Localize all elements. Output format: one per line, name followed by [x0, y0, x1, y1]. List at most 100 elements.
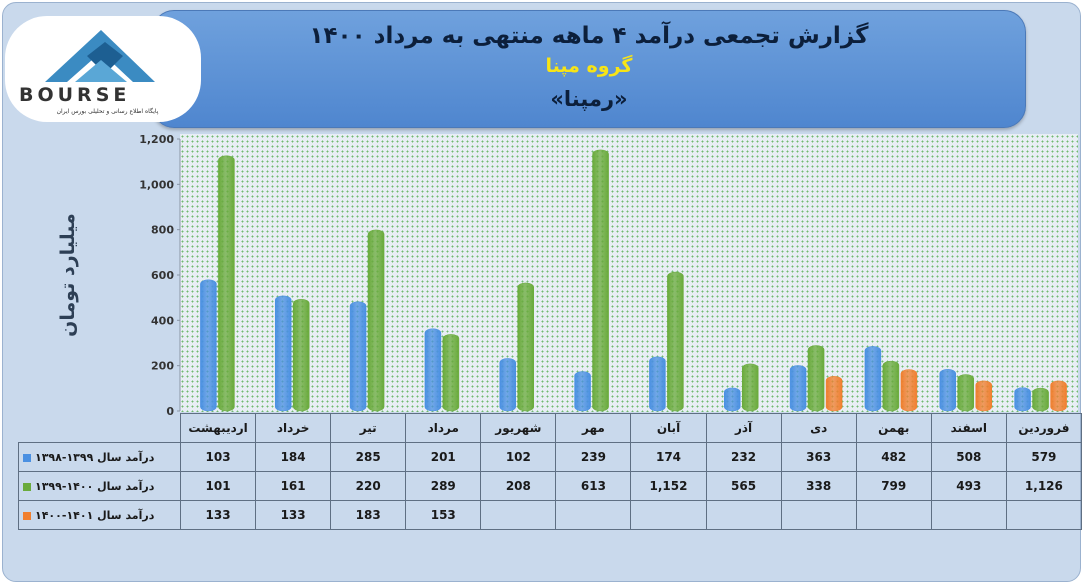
logo-caption: پایگاه اطلاع رسانی و تحلیلی بورس ایران	[56, 108, 159, 115]
data-label: 1,126	[1005, 471, 1082, 501]
bar-series-2-2	[367, 229, 385, 412]
category-label: بهمن	[855, 413, 932, 443]
data-label	[930, 500, 1007, 530]
y-tick-label: 800	[151, 224, 174, 237]
category-label: خرداد	[255, 413, 332, 443]
data-label: 579	[1005, 442, 1082, 472]
bar-series-2-11	[1032, 387, 1049, 412]
data-label: 363	[780, 442, 857, 472]
bar-series-1-4	[499, 358, 516, 412]
data-label: 101	[179, 471, 257, 501]
logo-brand: BOURSE	[19, 84, 131, 106]
ticker-symbol: «رمپنا»	[550, 87, 628, 111]
bar-series-3-8	[825, 376, 843, 412]
data-label	[705, 500, 782, 530]
data-label: 201	[405, 442, 482, 472]
data-label: 482	[855, 442, 932, 472]
category-label: تیر	[330, 413, 407, 443]
bar-series-1-9	[864, 346, 882, 412]
series-name: درآمد سال ۱۳۹۹-۱۳۹۸	[35, 450, 155, 464]
y-tick-label: 1,000	[139, 178, 174, 191]
table-row: درآمد سال ۱۴۰۱-۱۴۰۰ 133 133 183 153	[18, 500, 1082, 530]
bar-series-2-7	[742, 363, 759, 412]
data-label	[555, 500, 632, 530]
category-label: مهر	[555, 413, 632, 443]
bar-series-2-6	[667, 271, 684, 412]
data-table: اردیبهشت خرداد تیر مرداد شهریور مهر آبان آذر دی ب…	[18, 413, 1082, 530]
data-label: 161	[255, 471, 332, 501]
data-label: 183	[330, 500, 407, 530]
data-label: 103	[179, 442, 257, 472]
category-label: مرداد	[405, 413, 482, 443]
data-label: 338	[780, 471, 857, 501]
data-label	[480, 500, 557, 530]
bar-series-2-9	[882, 360, 900, 412]
bar-series-3-9	[900, 369, 918, 412]
bar-series-1-6	[649, 356, 666, 412]
bar-series-1-7	[724, 387, 741, 412]
bar-series-2-0	[218, 155, 235, 412]
series-legend: درآمد سال ۱۴۰۱-۱۴۰۰	[18, 500, 181, 530]
bar-series-3-10	[975, 380, 992, 412]
legend-swatch	[23, 482, 31, 491]
bar-series-3-11	[1050, 380, 1067, 412]
table-header-row: اردیبهشت خرداد تیر مرداد شهریور مهر آبان آذر دی ب…	[18, 413, 1082, 443]
bar-series-1-8	[789, 365, 807, 412]
data-label: 239	[555, 442, 632, 472]
y-tick-label: 0	[166, 405, 174, 418]
category-label: آبان	[630, 413, 707, 443]
bar-series-1-1	[275, 295, 292, 412]
data-label: 184	[255, 442, 332, 472]
bar-series-1-5	[574, 371, 591, 412]
bar-series-1-0	[200, 279, 217, 412]
bar-series-2-8	[807, 345, 825, 412]
data-label: 1,152	[630, 471, 707, 501]
bar-series-2-1	[293, 299, 310, 412]
data-label: 285	[330, 442, 407, 472]
data-label: 508	[930, 442, 1007, 472]
data-label	[630, 500, 707, 530]
series-legend: درآمد سال ۱۴۰۰-۱۳۹۹	[18, 471, 181, 501]
bar-series-2-5	[592, 149, 609, 412]
category-label: اردیبهشت	[179, 413, 257, 443]
data-label: 174	[630, 442, 707, 472]
title-banner: گزارش تجمعی درآمد ۴ ماهه منتهی به مرداد …	[152, 10, 1026, 128]
series-name: درآمد سال ۱۴۰۰-۱۳۹۹	[35, 479, 155, 493]
category-label: آذر	[705, 413, 782, 443]
bar-series-1-11	[1014, 387, 1031, 412]
bourse-logo: BOURSE پایگاه اطلاع رسانی و تحلیلی بورس …	[5, 16, 201, 122]
series-name: درآمد سال ۱۴۰۱-۱۴۰۰	[35, 508, 155, 522]
data-label: 493	[930, 471, 1007, 501]
data-label	[855, 500, 932, 530]
y-tick-label: 400	[151, 314, 174, 327]
bar-series-1-2	[349, 301, 367, 412]
data-label: 133	[255, 500, 332, 530]
bar-series-2-10	[957, 374, 974, 412]
category-label: فروردین	[1005, 413, 1082, 443]
data-label	[1005, 500, 1082, 530]
data-label: 232	[705, 442, 782, 472]
category-label: اسفند	[930, 413, 1007, 443]
data-label: 153	[405, 500, 482, 530]
table-row: درآمد سال ۱۳۹۹-۱۳۹۸ 103 184 285 201 102 239 174…	[18, 442, 1082, 472]
chart-title: گزارش تجمعی درآمد ۴ ماهه منتهی به مرداد …	[309, 23, 869, 49]
table-corner	[18, 413, 181, 443]
category-label: دی	[780, 413, 857, 443]
data-label: 220	[330, 471, 407, 501]
data-label	[780, 500, 857, 530]
bar-series-2-3	[442, 334, 460, 412]
data-label: 565	[705, 471, 782, 501]
table-row: درآمد سال ۱۴۰۰-۱۳۹۹ 101 161 220 289 208 613 1,1…	[18, 471, 1082, 501]
bar-series-2-4	[517, 282, 534, 412]
legend-swatch	[23, 453, 31, 462]
legend-swatch	[23, 511, 31, 520]
data-label: 208	[480, 471, 557, 501]
bar-series-1-3	[424, 328, 442, 412]
category-label: شهریور	[480, 413, 557, 443]
company-name: گروه مپنا	[545, 55, 633, 77]
data-label: 613	[555, 471, 632, 501]
series-legend: درآمد سال ۱۳۹۹-۱۳۹۸	[18, 442, 181, 472]
y-tick-label: 600	[151, 269, 174, 282]
data-label: 799	[855, 471, 932, 501]
